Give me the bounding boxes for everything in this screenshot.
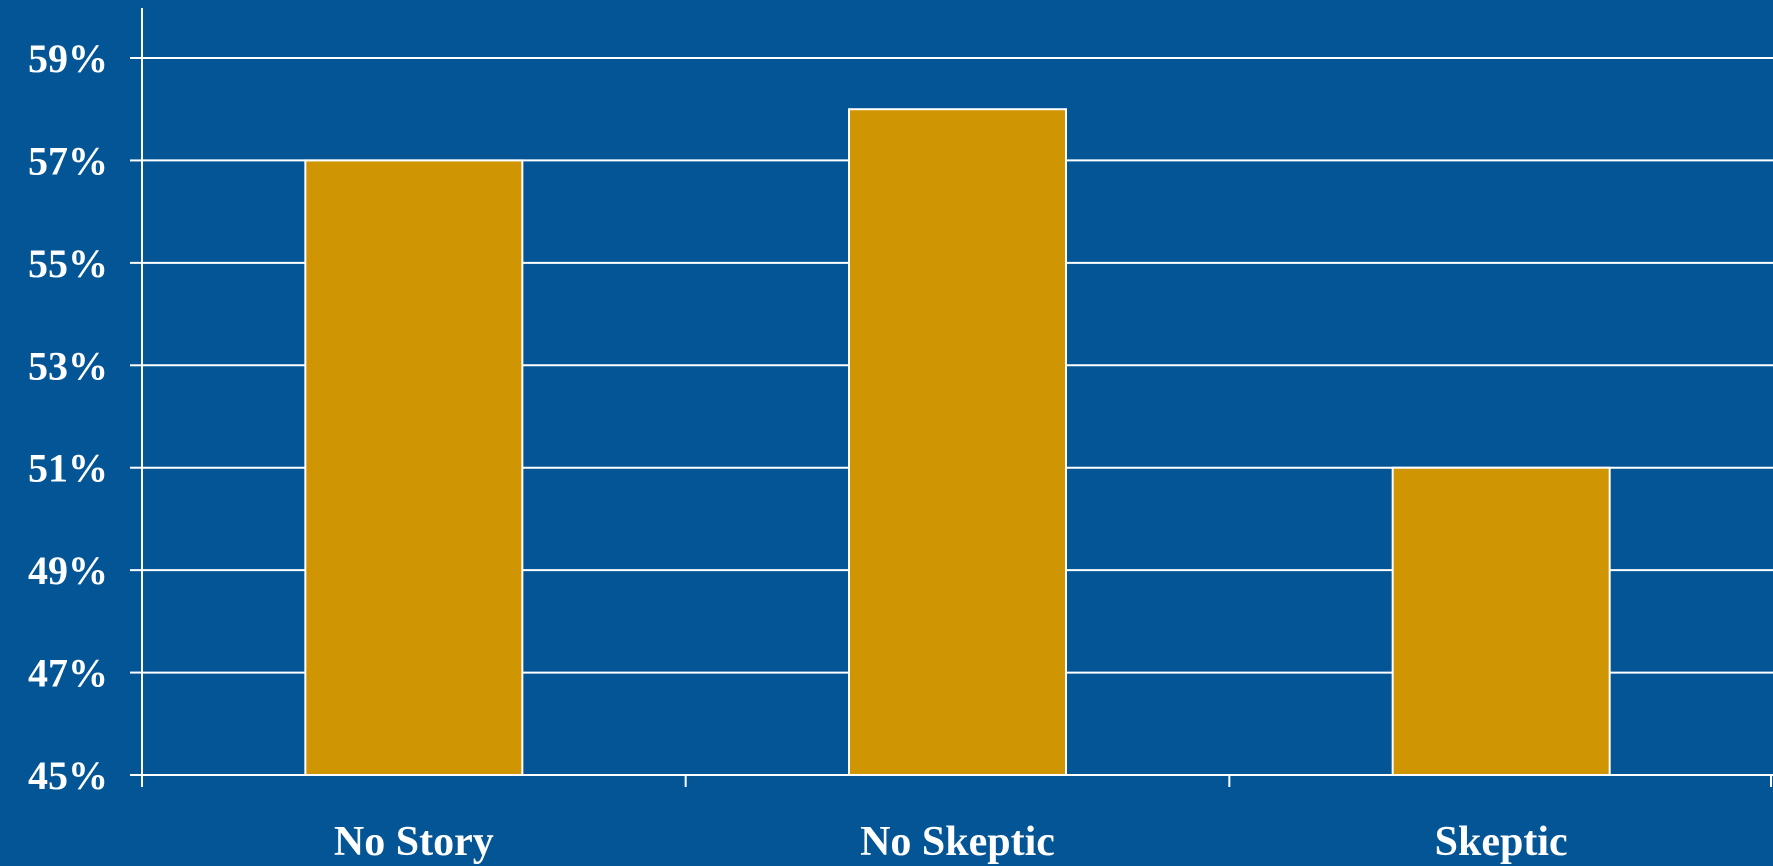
bars (304, 108, 1611, 776)
y-tick-label: 59% (28, 36, 108, 81)
x-tick-label: Skeptic (1435, 819, 1568, 865)
y-tick-label: 55% (28, 241, 108, 286)
x-tick-label: No Story (334, 819, 494, 865)
y-tick-label: 51% (28, 446, 108, 491)
y-tick-labels: 45% 47% 49% 51% 53% 55% 57% 59% (28, 36, 108, 798)
bar-skeptic (1391, 466, 1611, 776)
bar-no-story (304, 159, 524, 776)
x-tick-labels: No Story No Skeptic Skeptic (334, 819, 1568, 865)
y-tick-label: 49% (28, 548, 108, 593)
y-tick-label: 45% (28, 753, 108, 798)
bar-no-skeptic (848, 108, 1067, 776)
y-tick-label: 57% (28, 138, 108, 183)
y-tick-label: 47% (28, 651, 108, 696)
x-tick-label: No Skeptic (860, 819, 1055, 865)
y-tick-label: 53% (28, 343, 108, 388)
